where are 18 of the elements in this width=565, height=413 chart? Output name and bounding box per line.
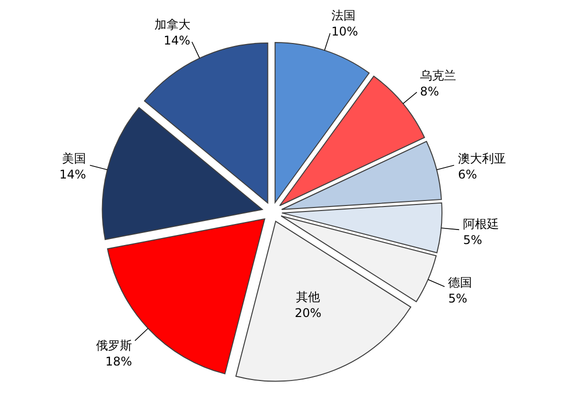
slice-label: 乌克兰 bbox=[420, 68, 456, 83]
slice-label: 其他 bbox=[296, 290, 320, 304]
data-label: 8% bbox=[420, 84, 439, 99]
data-label: 10% bbox=[331, 24, 358, 38]
data-label: 20% bbox=[294, 306, 322, 320]
slice-label: 德国 bbox=[448, 275, 472, 290]
data-label: 6% bbox=[458, 167, 478, 182]
data-label: 5% bbox=[463, 233, 482, 248]
slice-label: 加拿大 bbox=[154, 17, 190, 32]
data-label: 14% bbox=[164, 33, 190, 48]
slice-label: 法国 bbox=[331, 8, 356, 22]
slice-label: 澳大利亚 bbox=[458, 151, 506, 166]
data-label: 18% bbox=[105, 354, 132, 368]
data-label: 14% bbox=[59, 167, 86, 182]
data-label: 5% bbox=[448, 291, 468, 306]
slice-label: 美国 bbox=[62, 151, 86, 166]
slice-label: 阿根廷 bbox=[463, 217, 500, 232]
slice-label: 俄罗斯 bbox=[96, 338, 132, 352]
